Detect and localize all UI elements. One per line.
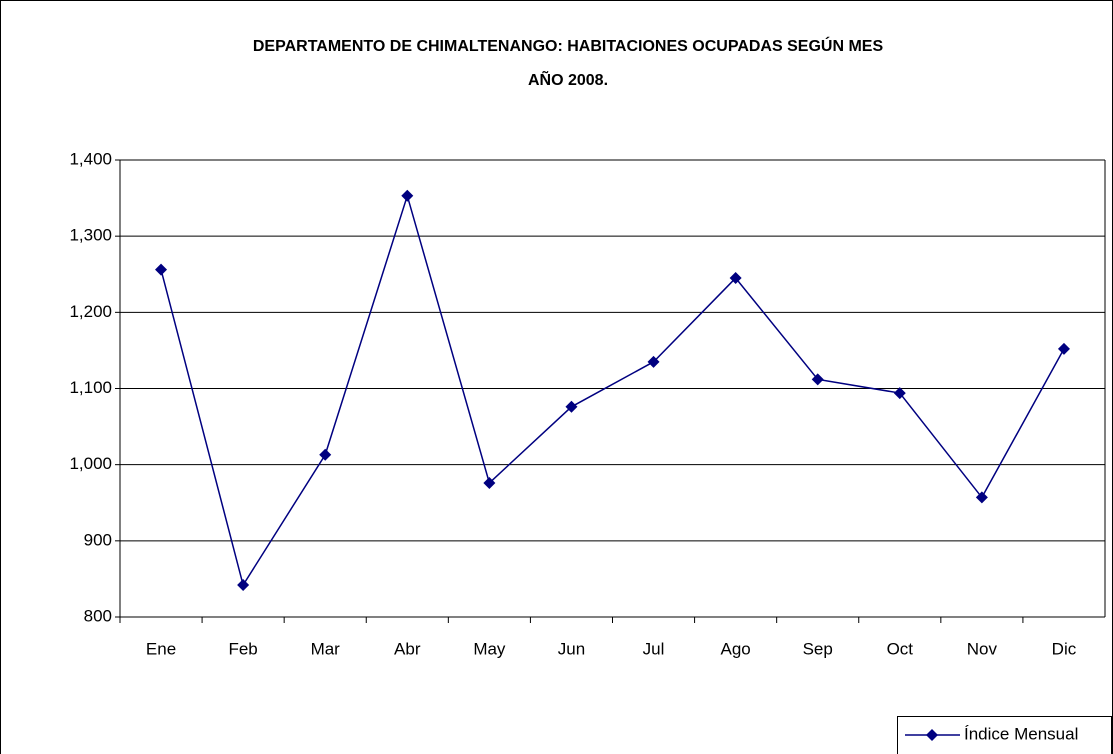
- x-tick-label: Feb: [228, 639, 257, 658]
- x-tick-label: May: [473, 639, 506, 658]
- x-tick-label: Abr: [394, 639, 421, 658]
- point: [1057, 342, 1070, 355]
- x-tick-label: Nov: [967, 639, 998, 658]
- point: [483, 476, 496, 489]
- chart-subtitle: AÑO 2008.: [528, 69, 608, 89]
- legend-label: Índice Mensual: [964, 724, 1078, 743]
- x-tick-label: Oct: [887, 639, 914, 658]
- y-tick-label: 1,400: [69, 149, 112, 168]
- x-tick-label: Dic: [1052, 639, 1077, 658]
- point: [893, 387, 906, 400]
- x-tick-label: Jul: [643, 639, 665, 658]
- x-tick-label: Sep: [803, 639, 833, 658]
- point: [237, 579, 250, 592]
- point: [401, 189, 414, 202]
- line-series: [160, 193, 1065, 587]
- point: [155, 263, 168, 276]
- y-tick-label: 900: [84, 530, 112, 549]
- x-tick-label: Jun: [558, 639, 585, 658]
- point: [319, 448, 332, 461]
- point: [565, 400, 578, 413]
- y-tick-label: 1,300: [69, 226, 112, 245]
- point: [975, 491, 988, 504]
- point: [811, 373, 824, 386]
- y-tick-label: 1,100: [69, 378, 112, 397]
- y-tick-label: 800: [84, 606, 112, 625]
- point: [647, 355, 660, 368]
- x-tick-label: Mar: [311, 639, 341, 658]
- legend-marker: [926, 729, 938, 741]
- point: [729, 272, 742, 285]
- y-tick-label: 1,000: [69, 454, 112, 473]
- x-tick-label: Ene: [146, 639, 176, 658]
- chart-title: DEPARTAMENTO DE CHIMALTENANGO: HABITACIO…: [253, 36, 884, 55]
- x-tick-label: Ago: [721, 639, 751, 658]
- y-tick-label: 1,200: [69, 302, 112, 321]
